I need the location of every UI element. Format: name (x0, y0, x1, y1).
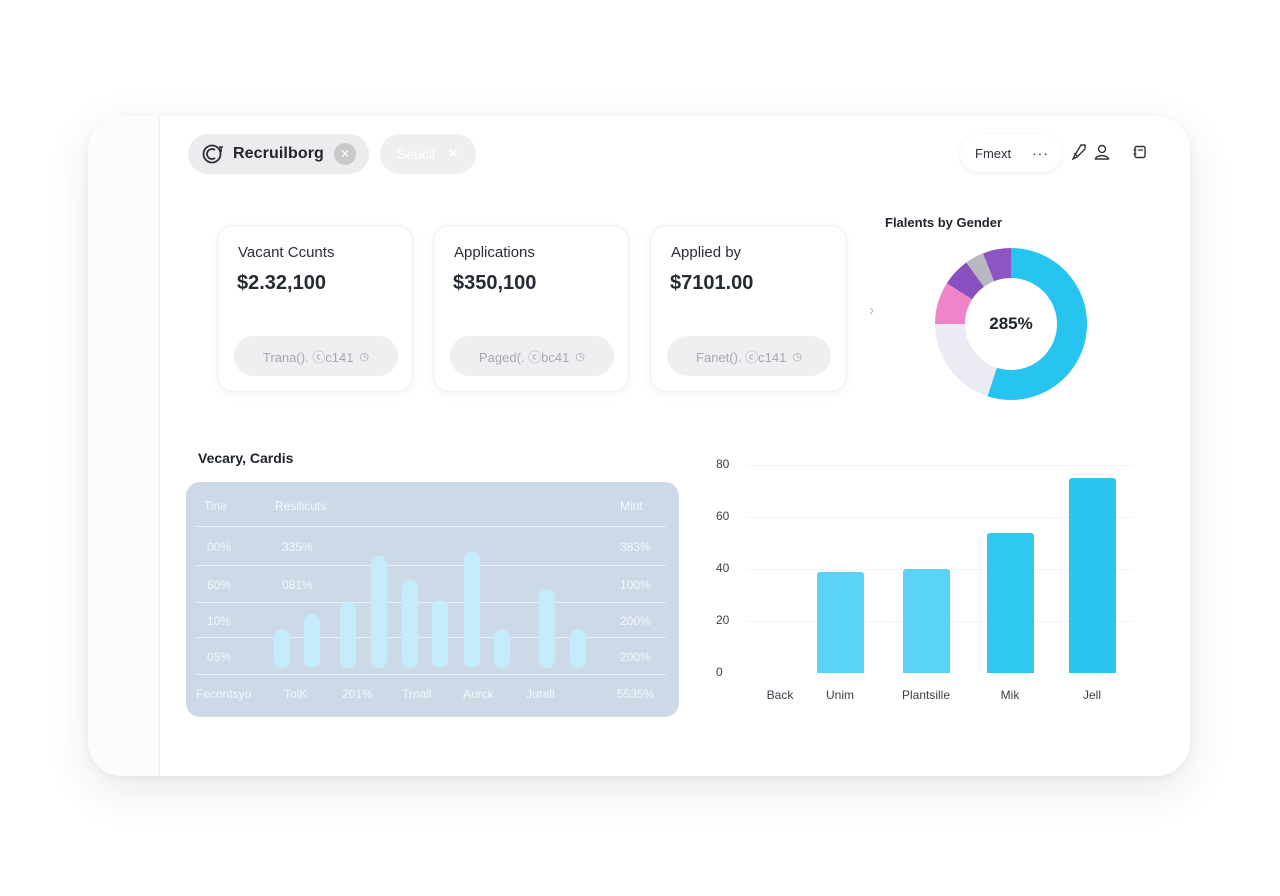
divider (196, 526, 666, 527)
vacancy-cell: 335% (282, 540, 313, 554)
y-tick-label: 80 (716, 457, 730, 471)
more-icon[interactable]: ··· (1032, 145, 1049, 161)
vacancy-footer: TolK (284, 687, 308, 701)
sidebar (88, 116, 160, 776)
app-title: Recruilborg (233, 145, 324, 162)
vacancy-cell: 60% (207, 578, 232, 592)
donut-segment-blue[interactable] (987, 248, 1087, 400)
vacancy-bar (539, 589, 555, 668)
stat-label: Applications (454, 244, 535, 261)
vacancy-bar (464, 551, 480, 668)
chevron-right-icon[interactable]: › (869, 302, 875, 319)
vacancy-bar (570, 629, 586, 668)
notes-icon[interactable] (1131, 143, 1149, 161)
vacancy-footer: Aurck (463, 687, 494, 701)
app-chip[interactable]: Recruilborg ✕ (188, 134, 369, 174)
vacancy-header-mint: Mint (620, 499, 643, 513)
stat-value: $2.32,100 (237, 272, 326, 294)
bar-jell[interactable] (1069, 478, 1116, 673)
donut-segment-purple[interactable] (946, 262, 984, 300)
vacancy-cell: 081% (282, 578, 313, 592)
stat-card-vacant[interactable]: Vacant Ccunts $2.32,100 Trana(). ⓒc141 ◷ (217, 225, 413, 392)
vacancy-header-results: Resilicuts (275, 499, 327, 513)
vacancy-bar (304, 614, 320, 668)
bar-plantsille[interactable] (903, 569, 950, 673)
vacancy-footer: 201% (342, 687, 373, 701)
vacancy-bar (402, 580, 418, 668)
vacancy-footer: Trnall (402, 687, 432, 701)
donut-center-label: 285% (989, 314, 1033, 333)
stat-chip[interactable]: Paged(. ⓒbc41 ◷ (450, 336, 614, 376)
clock-icon: ◷ (575, 350, 585, 363)
vacancy-cell: 10% (207, 614, 232, 628)
y-tick-label: 60 (716, 509, 730, 523)
stat-value: $350,100 (453, 272, 537, 294)
divider (196, 637, 666, 638)
donut-svg (935, 248, 1087, 400)
stat-chip-label: Paged(. ⓒbc41 (479, 349, 570, 365)
vacancy-cell: 383% (620, 540, 651, 554)
bar-mik[interactable] (987, 533, 1034, 673)
x-tick-label: Plantsille (901, 688, 951, 702)
vacancy-cell: 100% (620, 578, 651, 592)
close-icon[interactable]: ✕ (334, 143, 356, 165)
gridline (748, 465, 1132, 466)
bar-unim[interactable] (817, 572, 864, 673)
divider (196, 602, 666, 603)
stat-chip-label: Fanet(). ⓒc141 (696, 349, 787, 365)
stat-label: Applied by (671, 244, 742, 261)
logo-icon (202, 143, 224, 165)
vacancy-bar (340, 602, 356, 668)
dashboard-window: Recruilborg ✕ Seucil ✕ Fmext ··· Vacant … (88, 116, 1190, 776)
donut-segment-gray[interactable] (966, 253, 995, 287)
stat-label: Vacant Ccunts (238, 244, 335, 261)
donut-segment-violet[interactable] (983, 248, 1011, 282)
y-tick-label: 40 (716, 561, 730, 575)
vacancy-cell: 200% (620, 650, 651, 664)
vacancy-cell: 200% (620, 614, 651, 628)
gridline (748, 517, 1132, 518)
donut-segment-pink[interactable] (935, 283, 973, 324)
divider (196, 674, 666, 675)
vacancy-cell: 05% (207, 650, 232, 664)
clock-icon: ◷ (792, 350, 802, 363)
stat-card-applied-by[interactable]: Applied by $7101.00 Fanet(). ⓒc141 ◷ (650, 225, 847, 392)
format-button[interactable]: Fmext ··· (960, 134, 1062, 172)
x-tick-label: Back (766, 688, 794, 702)
vacancy-cell: 00% (207, 540, 232, 554)
y-tick-label: 20 (716, 613, 730, 627)
user-icon[interactable] (1093, 143, 1111, 161)
close-icon[interactable]: ✕ (447, 145, 459, 161)
divider (196, 565, 666, 566)
stat-value: $7101.00 (670, 272, 754, 294)
vacancy-bar (494, 629, 510, 668)
clock-icon: ◷ (359, 350, 370, 363)
y-tick-label: 0 (716, 665, 723, 679)
stat-chip-label: Trana(). ⓒc141 (262, 349, 354, 365)
vacancy-panel: Tine Resilicuts Mint 00% 335% 383% 60% 0… (186, 482, 679, 717)
search-chip[interactable]: Seucil ✕ (380, 134, 476, 174)
vacancy-header-time: Tine (204, 499, 227, 513)
stat-card-applications[interactable]: Applications $350,100 Paged(. ⓒbc41 ◷ (433, 225, 629, 392)
x-tick-label: Jell (1082, 688, 1101, 702)
vacancy-bar (432, 600, 448, 668)
vacancy-title: Vecary, Cardis (198, 450, 294, 466)
stat-chip[interactable]: Fanet(). ⓒc141 ◷ (667, 336, 831, 376)
x-tick-label: Mik (1000, 688, 1020, 702)
format-label: Fmext (975, 145, 1012, 161)
rocket-icon[interactable] (1070, 143, 1088, 161)
vacancy-bar (274, 629, 290, 668)
stat-chip[interactable]: Trana(). ⓒc141 ◷ (234, 336, 398, 376)
vacancy-footer: Jurall (526, 687, 555, 701)
search-chip-label: Seucil (397, 146, 436, 162)
donut-title: Flalents by Gender (885, 215, 1003, 230)
vacancy-bar (371, 556, 387, 668)
x-tick-label: Unim (825, 688, 854, 702)
vacancy-footer: Fecontsyo (196, 687, 252, 701)
donut-chart: 285% (934, 247, 1088, 401)
vacancy-footer: 5535% (617, 687, 655, 701)
donut-segment-lavender[interactable] (935, 324, 997, 397)
